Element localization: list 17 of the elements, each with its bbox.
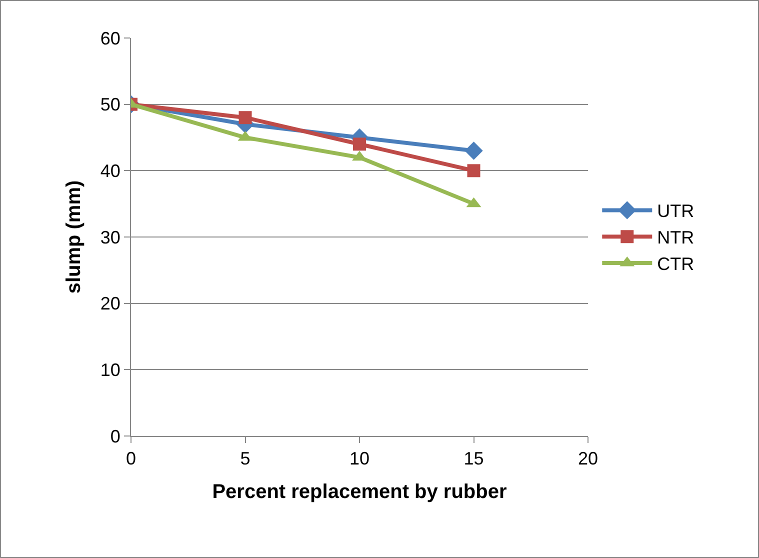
y-axis-title: slump (mm) (62, 180, 85, 294)
x-tick-label: 10 (349, 448, 370, 469)
y-tick-label: 60 (100, 28, 120, 48)
x-axis-title: Percent replacement by rubber (212, 481, 507, 504)
y-tick-label: 40 (100, 160, 120, 181)
y-tick-label: 20 (100, 294, 120, 314)
y-tick-label: 30 (100, 227, 120, 248)
y-tick-label: 50 (100, 94, 120, 115)
x-tick-label: 0 (126, 448, 136, 469)
x-tick-label: 20 (578, 448, 598, 469)
legend-label: CTR (657, 254, 694, 274)
legend-label: NTR (657, 228, 694, 248)
y-tick-label: 10 (100, 360, 120, 380)
x-tick-label: 15 (464, 448, 484, 469)
legend-label: UTR (657, 201, 694, 222)
y-tick-label: 0 (110, 426, 120, 446)
x-tick-label: 5 (240, 448, 250, 469)
